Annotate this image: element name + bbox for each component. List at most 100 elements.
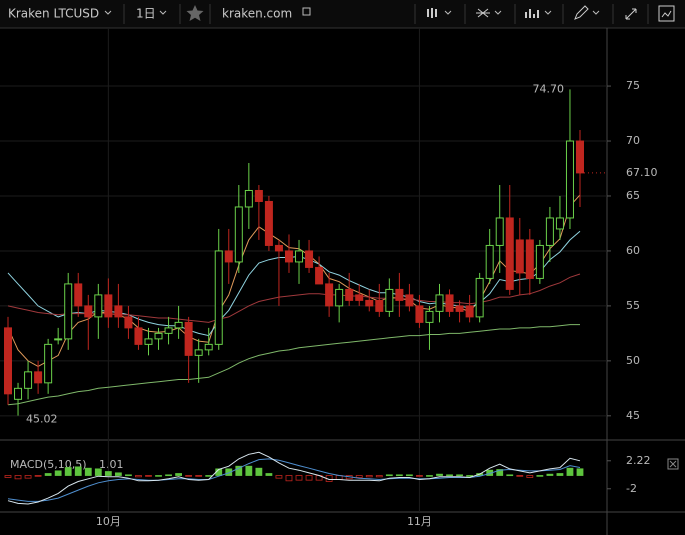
candle-body (84, 305, 93, 318)
candle-body (34, 371, 43, 384)
macd-histogram-bar (74, 466, 82, 476)
dropdown-icon[interactable] (104, 10, 112, 15)
compare-icon[interactable] (525, 9, 539, 18)
macd-histogram-bar (205, 475, 213, 477)
close-pane-icon (669, 460, 677, 468)
candle-body (375, 299, 384, 312)
fullscreen-icon[interactable] (625, 8, 637, 20)
candle-body (94, 294, 103, 318)
candle-body (124, 316, 133, 329)
y-tick-label: 70 (626, 134, 640, 147)
macd-histogram-bar (155, 475, 162, 477)
candle-body (455, 305, 464, 312)
macd-tick-label: 2.22 (626, 454, 651, 467)
site-link[interactable]: kraken.com (222, 7, 292, 21)
external-icon[interactable] (302, 7, 311, 16)
y-tick-label: 55 (626, 299, 640, 312)
macd-histogram-bar (576, 468, 584, 476)
candle-body (465, 305, 474, 318)
symbol[interactable]: Kraken LTCUSD (8, 7, 99, 21)
macd-histogram-bar (195, 475, 203, 477)
candle-body (224, 250, 233, 263)
macd-histogram-bar (225, 468, 233, 476)
candle-body (495, 217, 504, 246)
candle-body (345, 288, 354, 301)
high-label: 74.70 (532, 82, 564, 95)
toolbar: Kraken LTCUSD 1日 kraken.com (0, 0, 685, 29)
macd-histogram-bar (175, 473, 182, 476)
macd-histogram-bar (426, 475, 433, 477)
macd-histogram-bar (235, 465, 243, 476)
macd-histogram-bar (275, 475, 283, 479)
low-label: 45.02 (26, 413, 58, 426)
candle-body (315, 266, 324, 285)
macd-histogram-bar (34, 475, 42, 477)
macd-histogram-bar (566, 467, 574, 476)
macd-histogram-bar (446, 474, 453, 477)
indicator-icon[interactable] (476, 8, 490, 18)
candle-body (4, 327, 12, 395)
macd-histogram-bar (406, 474, 413, 477)
dropdown-icon[interactable] (159, 10, 167, 15)
macd-histogram-bar (355, 475, 363, 478)
candle-body (505, 217, 514, 290)
macd-histogram-bar (365, 475, 373, 478)
candle-body (204, 343, 213, 351)
candle-style-icon[interactable] (427, 8, 437, 18)
macd-histogram-bar (456, 474, 463, 477)
macd-histogram-bar (54, 470, 62, 476)
macd-histogram-bar (526, 475, 534, 478)
last-price-label: 67.10 (626, 166, 658, 179)
macd-histogram-bar (64, 467, 72, 476)
macd-histogram-bar (24, 475, 32, 479)
candle-body (254, 189, 263, 202)
candle-body (214, 250, 223, 345)
dropdown-icon[interactable] (444, 10, 452, 15)
macd-line (7, 451, 581, 505)
candle-body (365, 299, 374, 307)
y-tick-label: 75 (626, 79, 640, 92)
candle-body (274, 244, 283, 252)
macd-histogram-bar (135, 475, 142, 478)
macd-histogram-bar (466, 475, 474, 477)
macd-histogram-bar (14, 475, 22, 480)
dropdown-icon[interactable] (494, 10, 502, 15)
interval[interactable]: 1日 (136, 7, 156, 21)
candle-body (395, 288, 404, 301)
macd-tick-label: -2 (626, 482, 637, 495)
macd-histogram-bar (385, 474, 393, 477)
dropdown-icon[interactable] (544, 10, 552, 15)
favorite-icon[interactable] (186, 5, 204, 21)
candle-body (325, 283, 334, 307)
candle-body (425, 310, 434, 323)
macd-histogram-bar (255, 467, 263, 476)
candle-body (184, 321, 193, 356)
candle-body (64, 283, 73, 340)
macd-histogram-bar (84, 467, 92, 476)
candle-body (576, 140, 584, 174)
candle-body (134, 327, 143, 345)
y-tick-label: 65 (626, 189, 640, 202)
macd-histogram-bar (44, 473, 52, 476)
candle-body (415, 305, 424, 323)
macd-histogram-bar (114, 472, 122, 476)
macd-histogram-bar (285, 475, 293, 482)
macd-histogram-bar (375, 475, 383, 478)
macd-histogram-bar (496, 469, 504, 476)
candle-body (244, 189, 253, 208)
macd-histogram-bar (546, 473, 554, 476)
candle-body (525, 239, 534, 279)
screenshot-icon[interactable] (658, 5, 675, 22)
macd-histogram-bar (165, 474, 172, 477)
moving-average (7, 230, 581, 337)
draw-icon[interactable] (574, 5, 589, 20)
candle-body (385, 288, 394, 312)
macd-histogram-bar (536, 475, 544, 477)
candle-body (104, 294, 113, 318)
y-tick-label: 60 (626, 244, 640, 257)
toolbar-bg (0, 0, 685, 28)
dropdown-icon[interactable] (592, 10, 600, 15)
close-pane-button[interactable] (667, 458, 679, 470)
candle-body (445, 294, 454, 312)
